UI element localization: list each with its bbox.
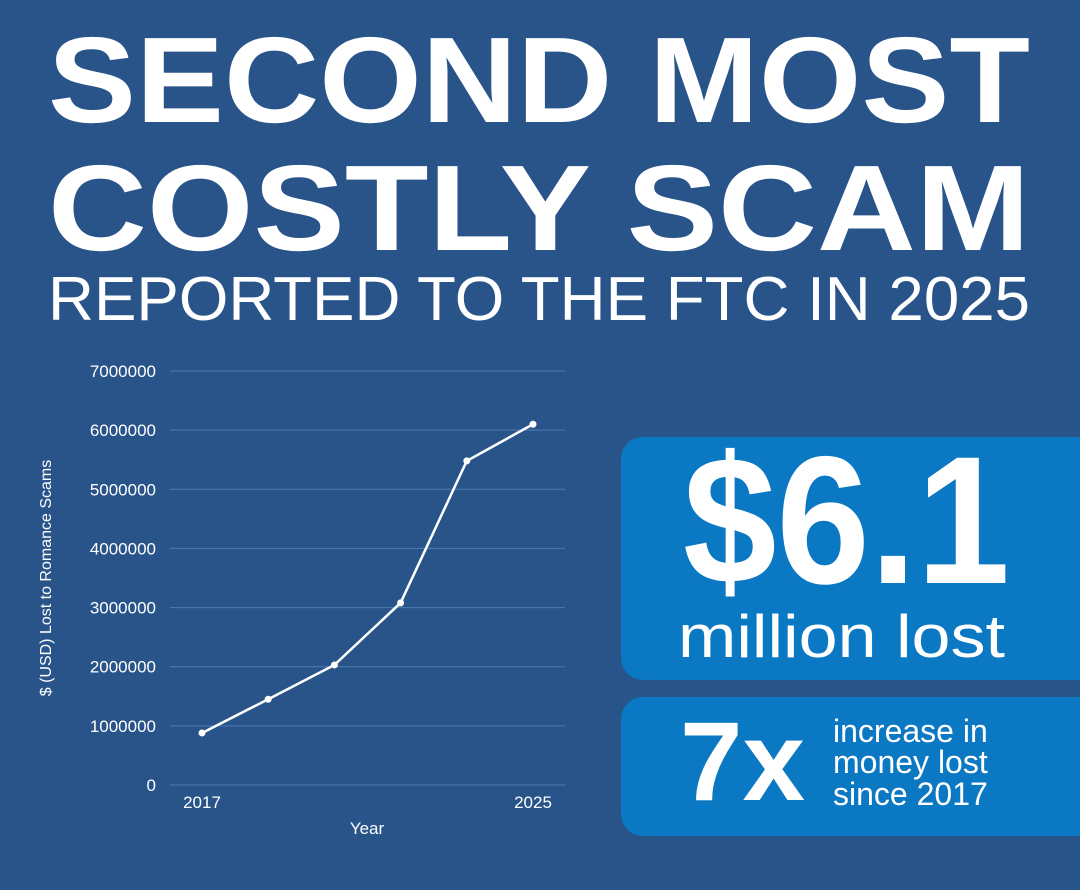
y-tick-label: 4000000 (90, 539, 156, 558)
callout-box (621, 437, 1080, 680)
y-tick-label: 6000000 (90, 421, 156, 440)
callout-text: money lost (833, 744, 988, 780)
callout-box (621, 697, 1080, 836)
line (201, 423, 534, 735)
y-axis-label: $ (USD) Lost to Romance Scams (38, 460, 55, 697)
callout-text: since 2017 (833, 776, 988, 812)
callout-text: million lost (678, 603, 1005, 670)
x-tick-label: 2017 (183, 793, 221, 812)
y-tick-label: 2000000 (90, 658, 156, 677)
point (264, 695, 272, 703)
point (198, 729, 206, 737)
x-axis-label: Year (350, 819, 385, 838)
callout-value: 7x (680, 699, 805, 824)
x-tick-label: 2025 (514, 793, 552, 812)
callout-text: increase in (833, 713, 988, 749)
title-line: COSTLY SCAM (48, 140, 1030, 276)
subtitle: REPORTED TO THE FTC IN 2025 (48, 265, 1030, 334)
y-tick-label: 1000000 (90, 717, 156, 736)
point (397, 599, 405, 607)
y-tick-label: 0 (147, 776, 156, 795)
point (529, 420, 537, 428)
y-tick-label: 7000000 (90, 362, 156, 381)
y-tick-label: 5000000 (90, 480, 156, 499)
y-tick-label: 3000000 (90, 599, 156, 618)
callout-value: $6.1 (683, 418, 1010, 622)
point (463, 457, 471, 465)
title-line: SECOND MOST (48, 12, 1030, 148)
point (330, 661, 338, 669)
